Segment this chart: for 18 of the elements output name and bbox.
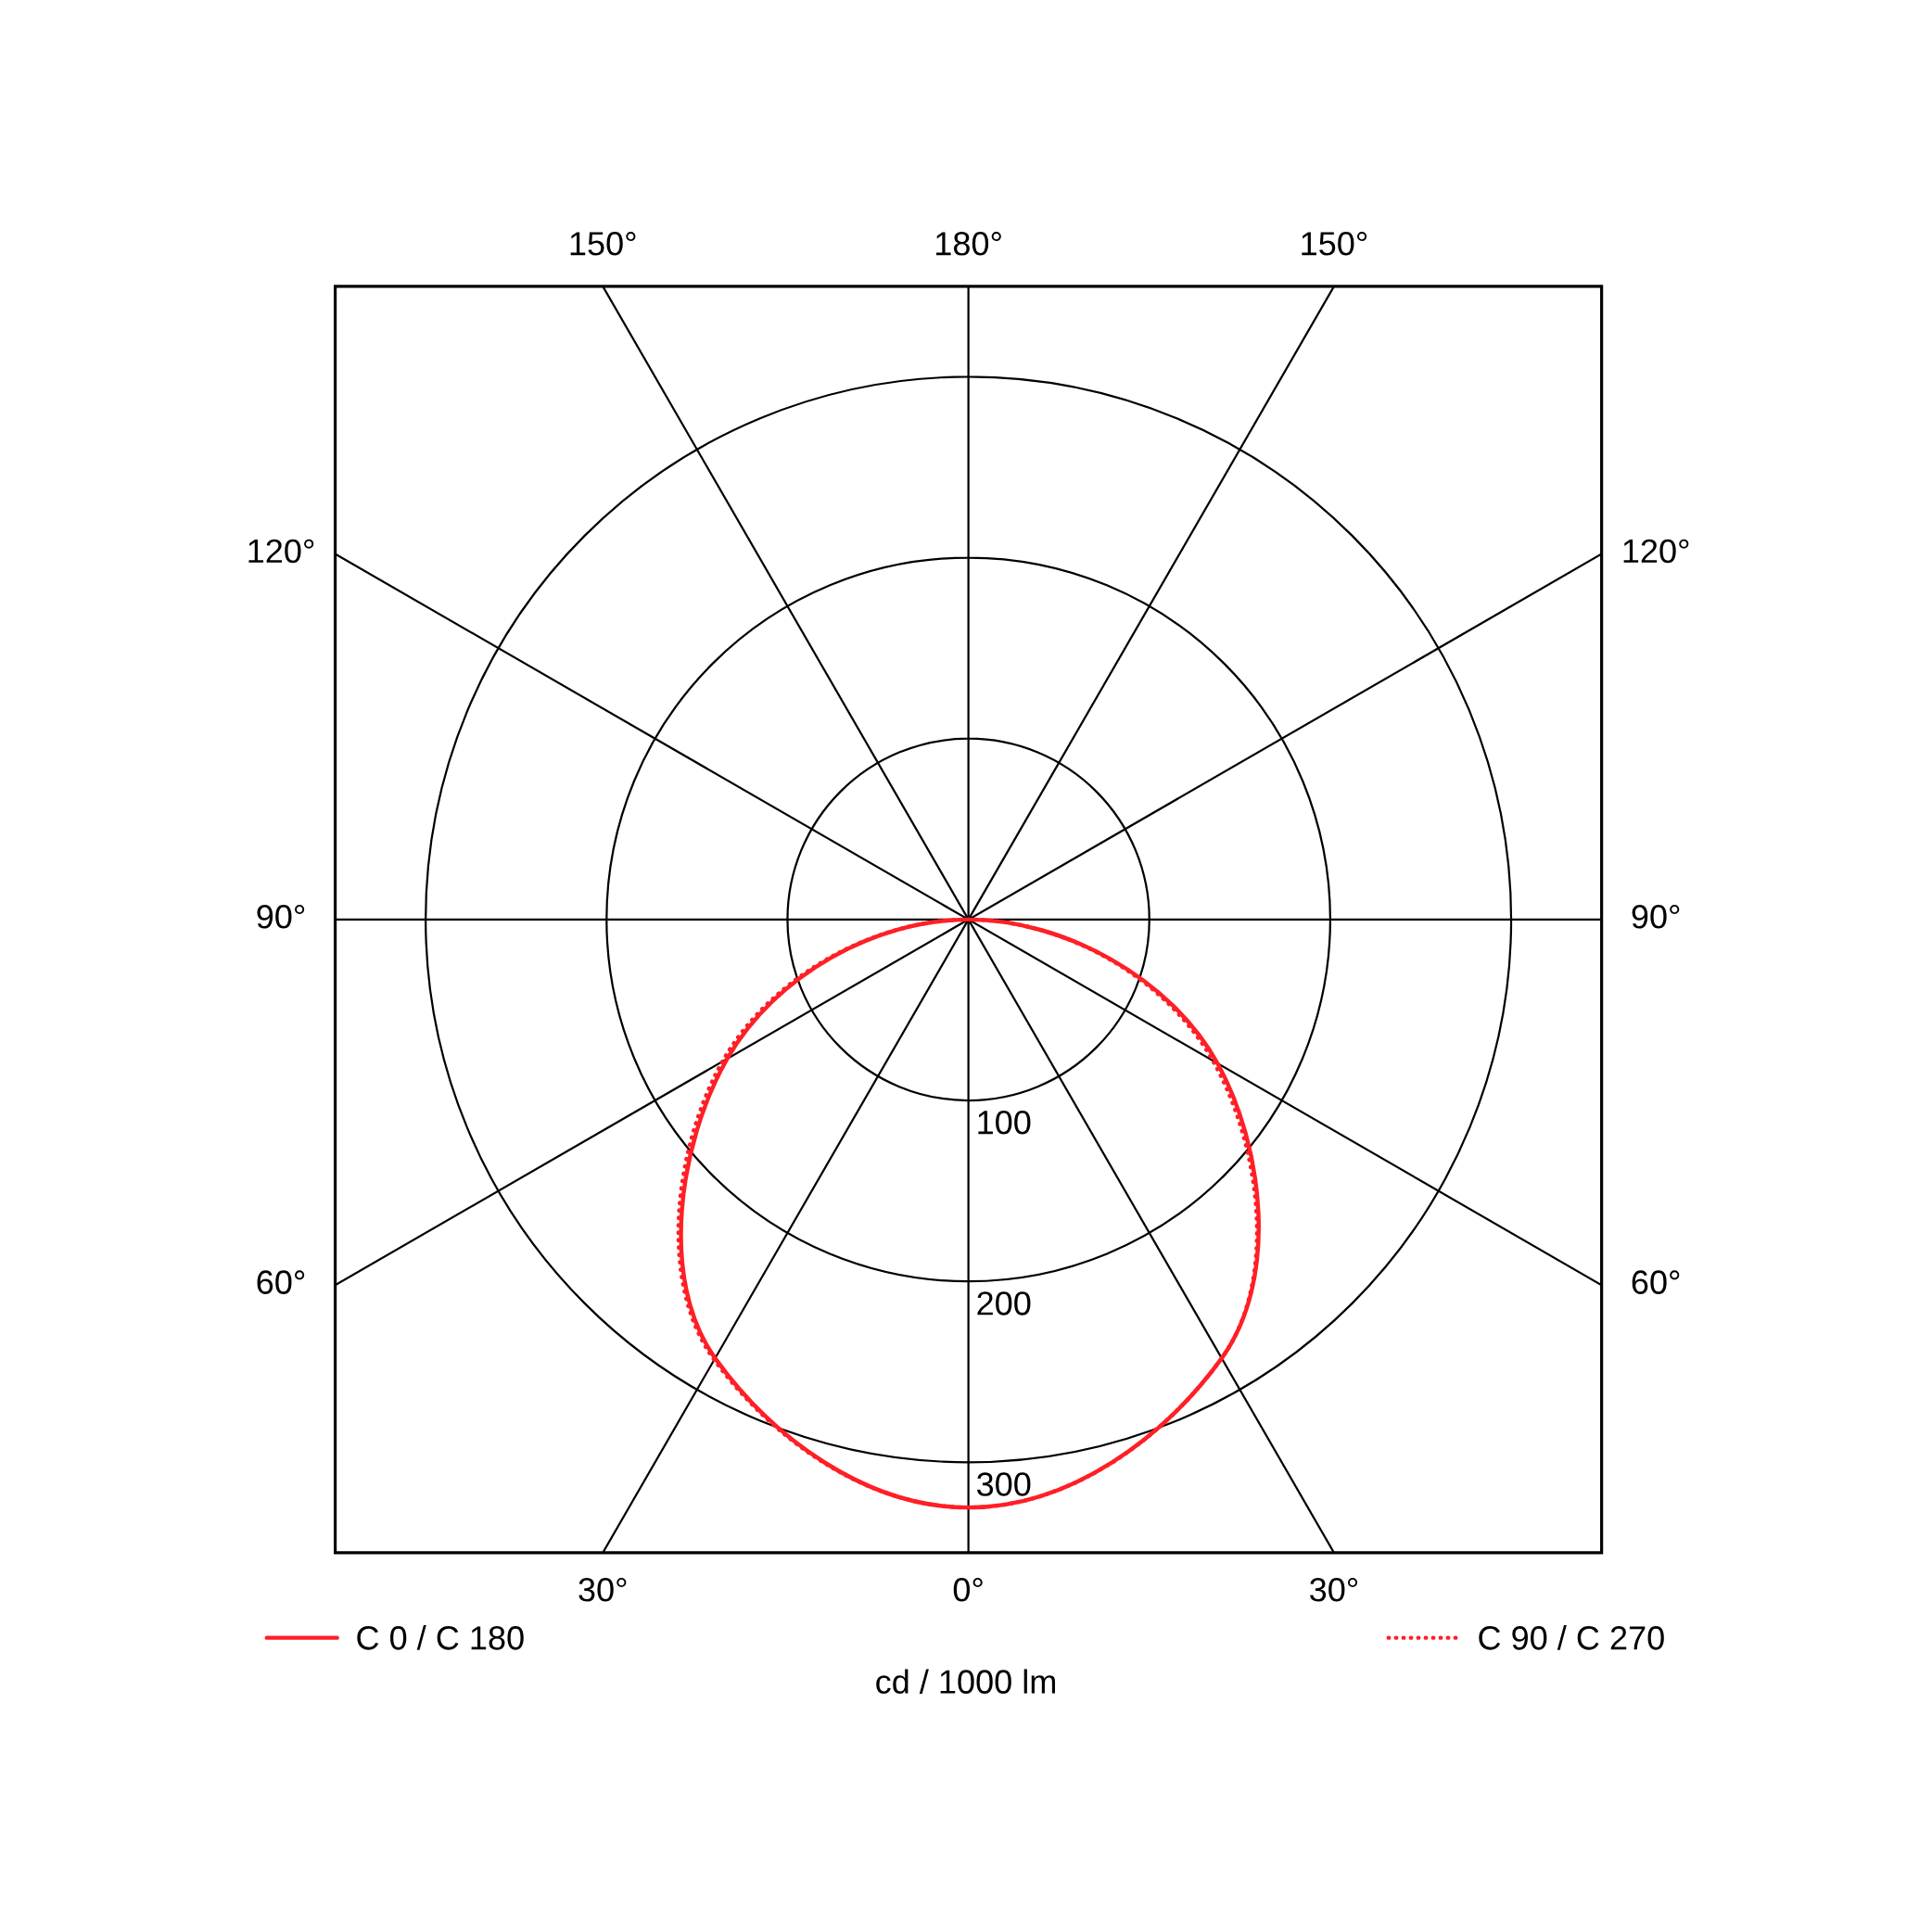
spoke-label: 90° <box>257 905 305 929</box>
y-tick-label: 300 <box>976 1472 1031 1496</box>
text: cd / 1000 lm <box>876 1669 1055 1694</box>
spoke-label: 150° <box>1302 232 1367 256</box>
spoke-label: 180° <box>936 232 1001 256</box>
y-tick-label: 100 <box>978 1110 1031 1135</box>
spoke-label: 120° <box>1623 539 1689 564</box>
spoke-label: 0° <box>953 1577 983 1602</box>
spoke-label: 30° <box>1310 1577 1358 1602</box>
spoke-label: 60° <box>1632 1270 1680 1294</box>
spoke-label: 30° <box>578 1577 627 1602</box>
spoke-label: 150° <box>570 232 636 256</box>
y-tick-label: 200 <box>977 1291 1031 1316</box>
spoke-label: 60° <box>257 1270 305 1294</box>
legend-label: C 0 / C 180 <box>357 1625 524 1650</box>
spoke-label: 120° <box>248 539 314 564</box>
spoke-label: 90° <box>1632 905 1680 929</box>
legend-label: C 90 / C 270 <box>1479 1625 1664 1650</box>
